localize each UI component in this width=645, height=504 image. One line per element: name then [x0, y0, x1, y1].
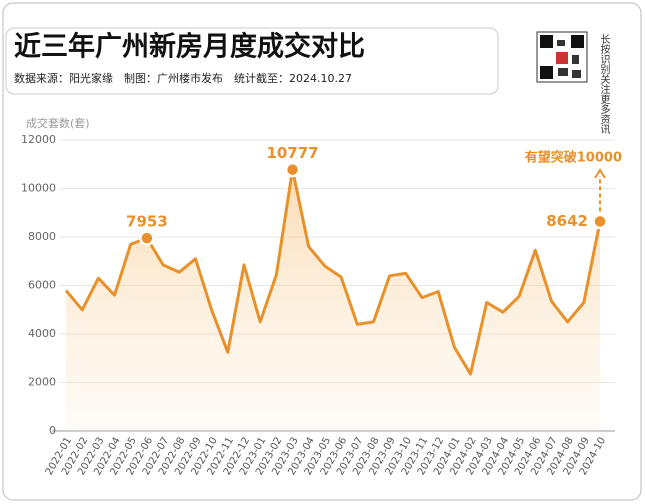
qr-code	[536, 31, 588, 83]
value-label: 8642	[546, 212, 588, 230]
side-note: 长按识别关注更多资讯	[598, 34, 610, 135]
value-label: 10777	[266, 144, 318, 162]
line	[64, 168, 602, 376]
annotation-arrowhead	[594, 168, 606, 179]
y-axis-label: 成交套数(套)	[26, 116, 90, 130]
y-tick-label: 0	[49, 424, 56, 437]
y-tick-label: 8000	[28, 230, 56, 243]
point	[592, 213, 608, 230]
y-tick-label: 6000	[28, 279, 56, 292]
y-tick-label: 4000	[28, 327, 56, 340]
annotation: 有望突破10000	[525, 150, 622, 166]
area	[66, 169, 600, 431]
y-tick-label: 10000	[21, 182, 56, 195]
subtitle: 数据来源：阳光家缘 制图：广州楼市发布 统计截至：2024.10.27	[14, 71, 352, 85]
side-note-text: 长按识别关注更多资讯	[598, 34, 610, 135]
point	[284, 161, 301, 178]
value-label: 7953	[126, 213, 168, 231]
chart-title: 近三年广州新房月度成交对比	[14, 31, 365, 63]
y-tick-label: 2000	[28, 376, 56, 389]
point	[139, 230, 155, 246]
title-box	[5, 27, 499, 95]
y-tick-label: 12000	[21, 133, 56, 146]
